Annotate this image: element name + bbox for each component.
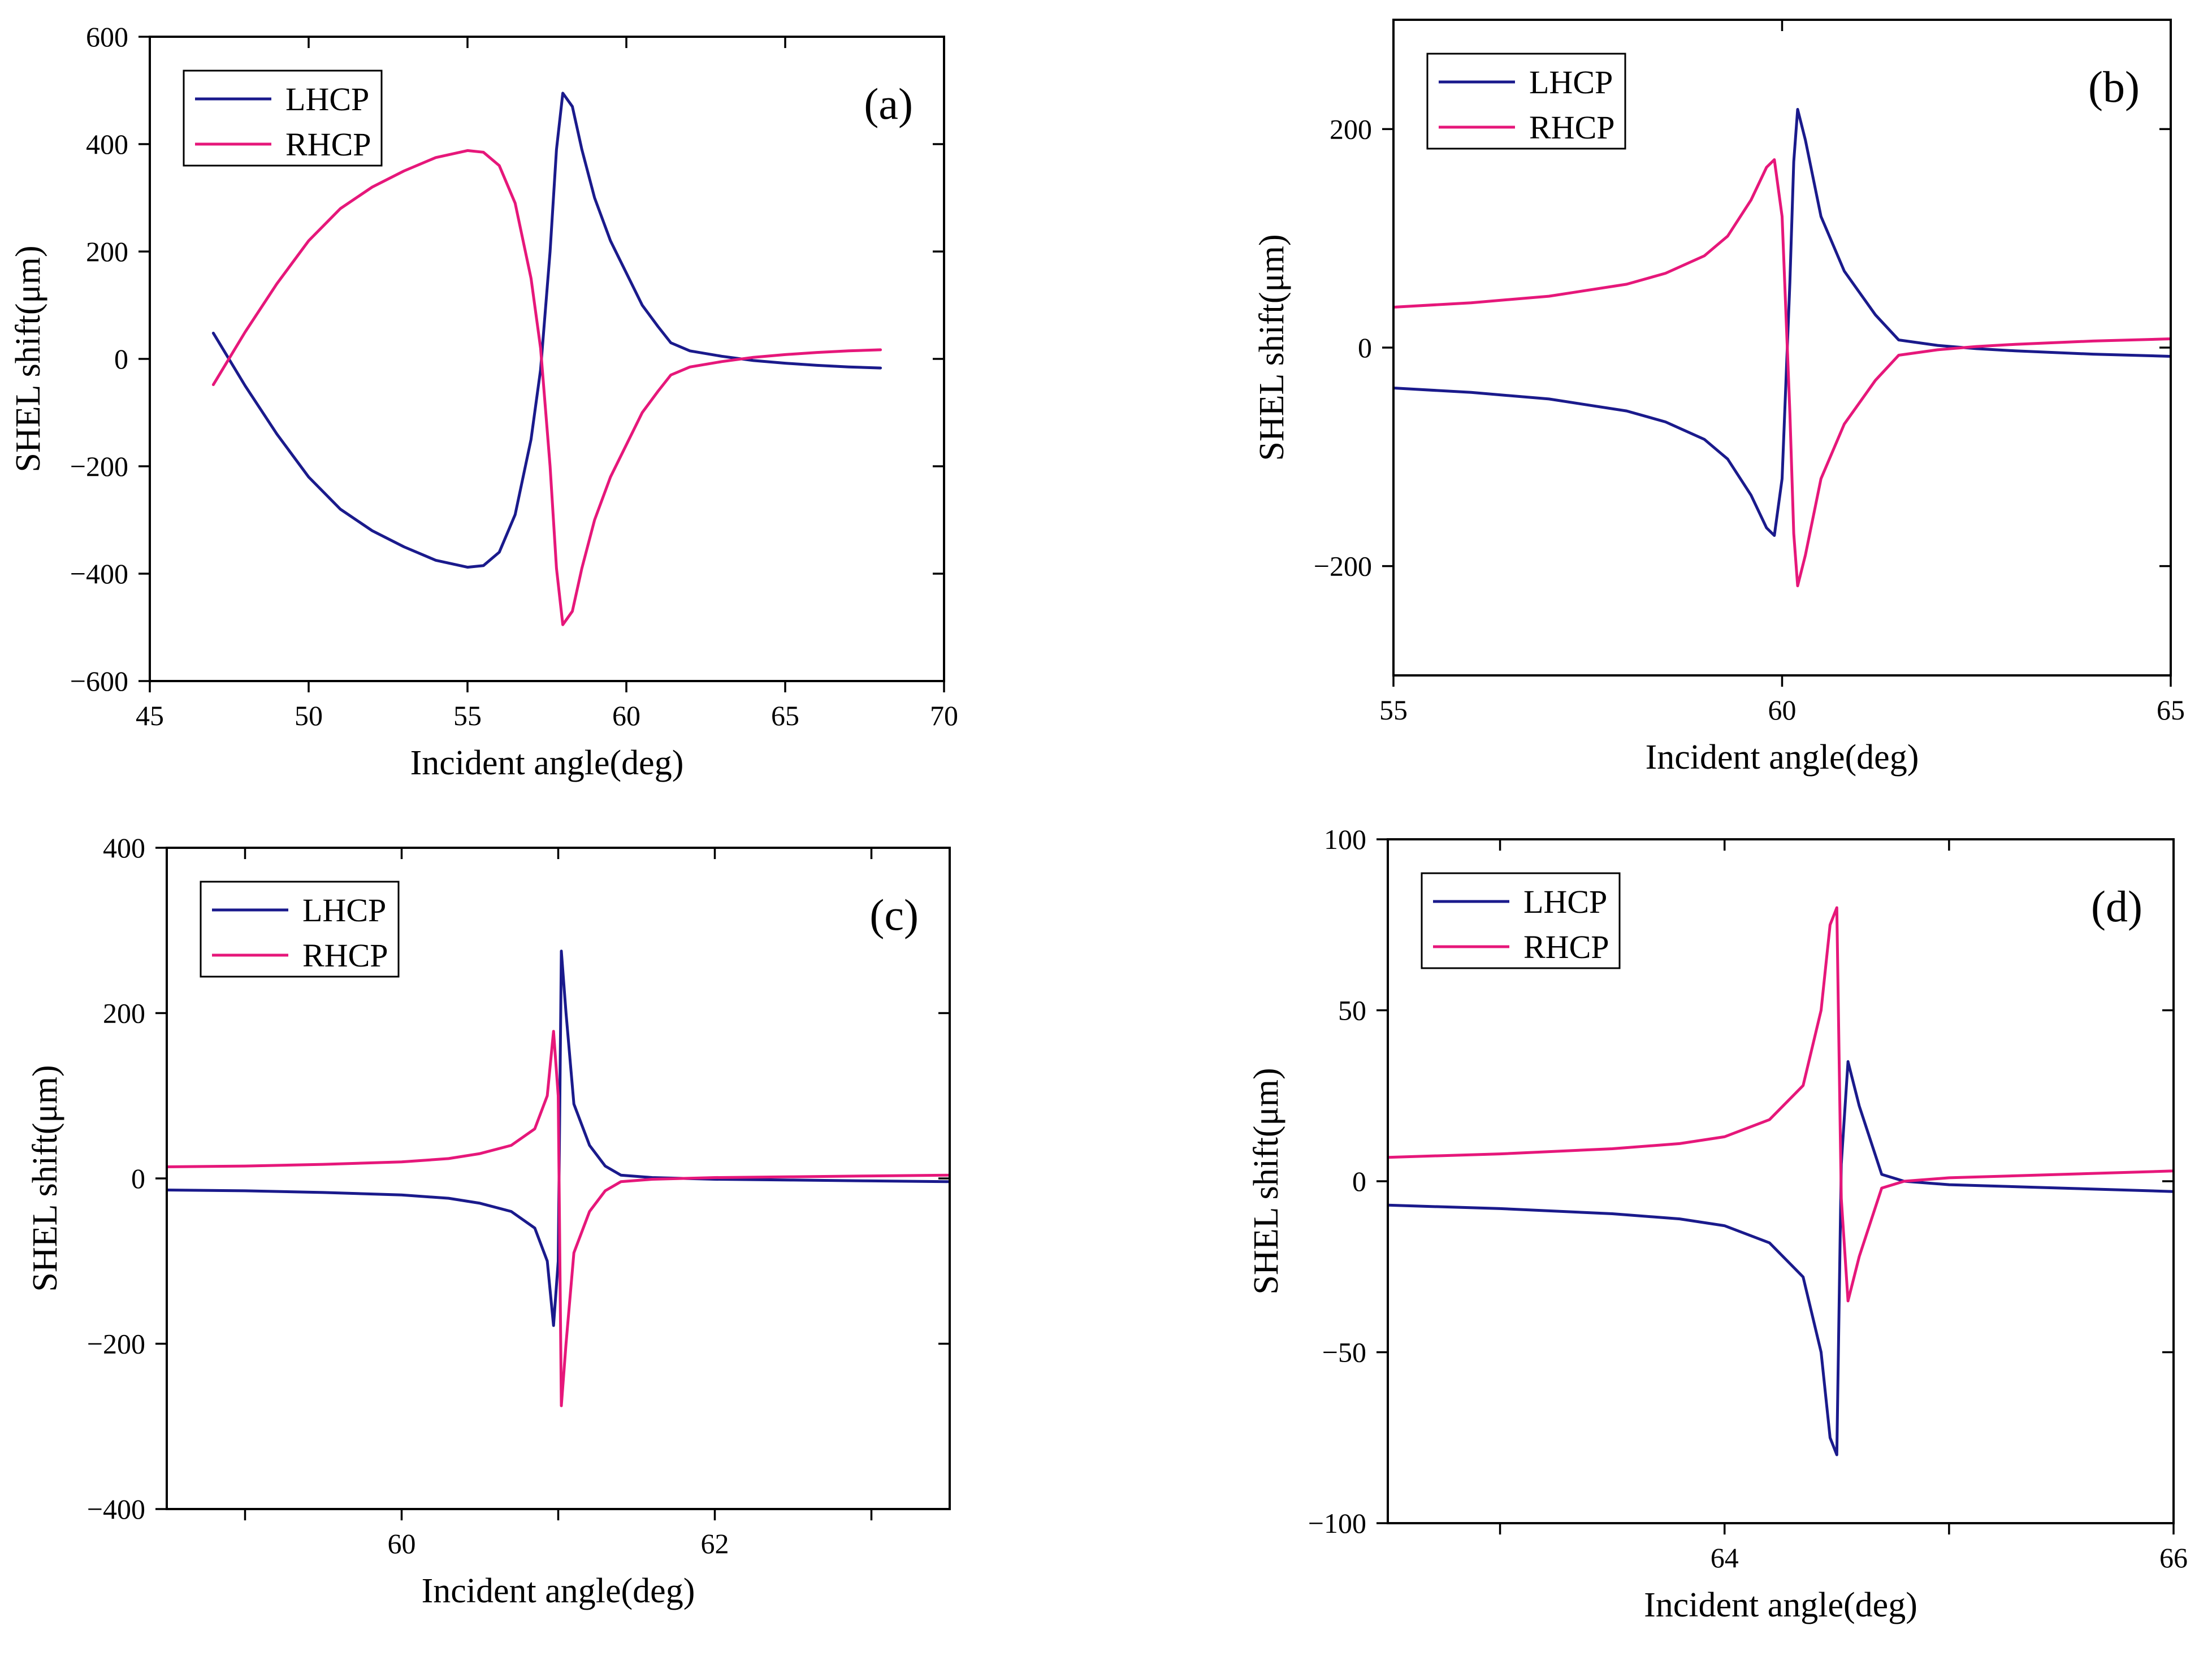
x-axis-title: Incident angle(deg) [1646,738,1919,777]
y-tick-label: 0 [131,1163,145,1194]
y-tick-label: 0 [1352,1165,1366,1197]
y-tick-label: 200 [1330,113,1372,145]
series-line-rhcp [167,1030,950,1407]
y-tick-label: −600 [70,665,128,697]
legend-box [183,70,383,167]
legend-label-rhcp: RHCP [285,126,371,163]
x-tick-label: 65 [771,700,799,731]
panel-label: (b) [2088,62,2140,111]
y-tick-label: 0 [114,343,128,375]
panel-label: (c) [869,890,919,939]
y-tick-label: 200 [86,236,128,267]
y-tick-label: −100 [1308,1507,1366,1539]
panel-a: 45 50 55 60 65 70 −600 −400 −200 0 200 400 600 Incide… [9,21,958,782]
y-tick-label: −400 [87,1493,145,1525]
legend-label-lhcp: LHCP [302,892,386,929]
x-tick-label: 64 [1711,1542,1739,1573]
panel-b: 55 60 65 −200 0 200 Incident angle(deg) SHEL sh… [1253,19,2185,777]
x-tick-label: 70 [930,700,958,731]
x-tick-label: 62 [701,1528,729,1559]
legend-label-rhcp: RHCP [1523,929,1609,965]
y-tick-label: −400 [70,558,128,589]
panel-d: 64 66 −100 −50 0 50 100 Incident angle(deg) SHEL… [1247,823,2188,1624]
y-axis-title: SHEL shift(μm) [1247,1068,1285,1294]
y-tick-label: 400 [86,128,128,160]
panel-c: 60 62 −400 −200 0 200 400 Incident angle(deg) SH… [26,832,951,1610]
x-tick-label: 55 [1379,694,1408,726]
y-axis-title: SHEL shift(μm) [9,245,47,472]
y-tick-label: −200 [1314,550,1372,582]
series-line-rhcp [1393,158,2171,587]
legend-box [1421,872,1621,969]
series-line-rhcp [1388,906,2174,1303]
legend-box [200,881,400,978]
y-tick-label: 600 [86,21,128,53]
x-axis-title: Incident angle(deg) [1644,1586,1917,1624]
panel-label: (d) [2091,882,2142,931]
y-tick-label: −200 [70,450,128,482]
x-axis-title: Incident angle(deg) [422,1572,695,1610]
y-tick-label: 400 [103,832,145,864]
panel-label: (a) [864,79,913,128]
y-axis-title: SHEL shift(μm) [1253,234,1291,461]
x-tick-label: 60 [388,1528,416,1559]
legend-label-lhcp: LHCP [1523,883,1607,920]
x-tick-label: 60 [1768,694,1797,726]
y-tick-label: 100 [1324,823,1366,855]
series-line-lhcp [1388,1060,2174,1456]
y-axis-title: SHEL shift(μm) [26,1065,64,1291]
y-tick-label: −200 [87,1328,145,1360]
legend-label-rhcp: RHCP [1529,109,1615,146]
legend-label-rhcp: RHCP [302,937,388,974]
legend-label-lhcp: LHCP [1529,64,1613,101]
x-tick-label: 60 [612,700,640,731]
series-line-lhcp [1393,108,2171,537]
legend-label-lhcp: LHCP [285,81,369,118]
y-tick-label: 0 [1358,332,1372,363]
y-tick-label: −50 [1322,1337,1366,1368]
x-tick-label: 65 [2157,694,2185,726]
y-tick-label: 50 [1338,995,1366,1026]
x-tick-label: 45 [136,700,164,731]
series-line-lhcp [211,92,882,569]
x-tick-label: 55 [453,700,482,731]
y-tick-label: 200 [103,998,145,1029]
series-line-rhcp [211,149,882,626]
legend-box [1426,53,1626,150]
x-axis-title: Incident angle(deg) [410,744,684,782]
x-tick-label: 50 [295,700,323,731]
x-tick-label: 66 [2159,1542,2188,1573]
